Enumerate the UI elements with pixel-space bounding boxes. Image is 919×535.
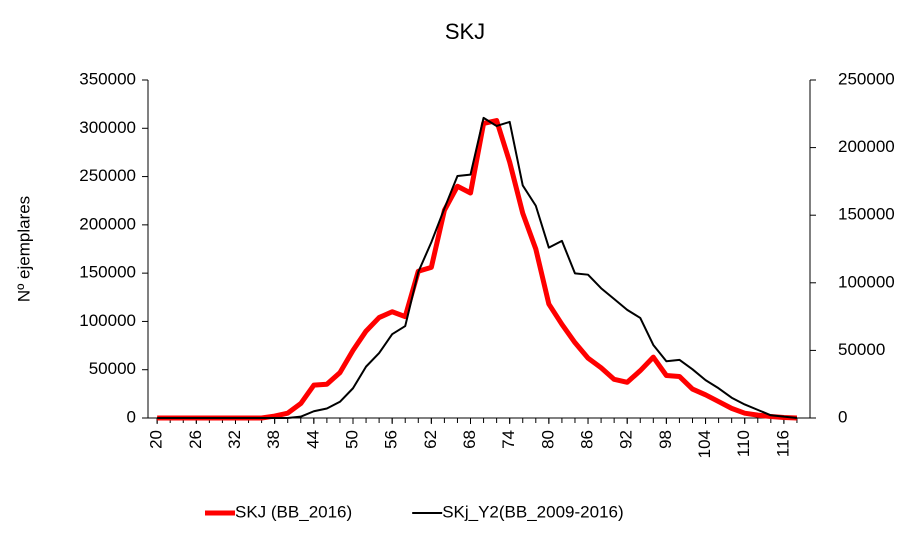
y2-tick-label: 50000: [838, 340, 885, 359]
y-tick-label: 100000: [79, 311, 136, 330]
y-tick-label: 50000: [89, 359, 136, 378]
y-tick-label: 200000: [79, 214, 136, 233]
y-tick-label: 250000: [79, 166, 136, 185]
x-tick-label: 56: [382, 430, 401, 449]
y2-tick-label: 150000: [838, 205, 895, 224]
series-line: [157, 116, 798, 419]
y-tick-label: 300000: [79, 118, 136, 137]
chart-title: SKJ: [445, 19, 485, 44]
y2-tick-label: 100000: [838, 272, 895, 291]
x-tick-label: 50: [342, 430, 361, 449]
x-tick-label: 98: [656, 430, 675, 449]
x-tick-label: 86: [578, 430, 597, 449]
x-tick-label: 44: [303, 430, 322, 449]
series-line: [157, 118, 798, 421]
y-tick-label: 150000: [79, 263, 136, 282]
x-tick-label: 74: [499, 430, 518, 449]
x-tick-label: 38: [264, 430, 283, 449]
y-axis-label: Nº ejemplares: [14, 196, 33, 302]
x-tick-label: 110: [734, 430, 753, 457]
y2-tick-label: 0: [838, 407, 847, 426]
x-tick-label: 92: [617, 430, 636, 449]
x-tick-label: 68: [460, 430, 479, 449]
x-tick-label: 116: [773, 430, 792, 457]
y2-tick-label: 200000: [838, 137, 895, 156]
x-tick-label: 32: [225, 430, 244, 449]
y-tick-label: 0: [127, 407, 136, 426]
x-tick-label: 20: [147, 430, 166, 449]
legend-label: SKJ (BB_2016): [235, 502, 352, 521]
y2-tick-label: 250000: [838, 69, 895, 88]
x-tick-label: 62: [421, 430, 440, 449]
x-tick-label: 80: [538, 430, 557, 449]
x-tick-label: 104: [695, 430, 714, 458]
x-tick-label: 26: [186, 430, 205, 449]
legend-label: SKj_Y2(BB_2009-2016): [442, 502, 623, 521]
y-tick-label: 350000: [79, 69, 136, 88]
